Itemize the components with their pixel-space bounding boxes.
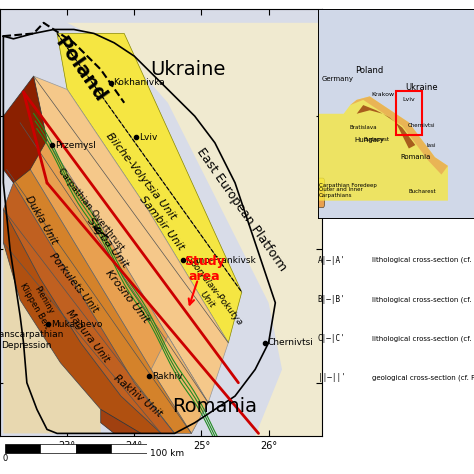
- Polygon shape: [67, 23, 322, 436]
- Text: Poland: Poland: [356, 66, 384, 75]
- Text: lithological cross-section (cf. Fig. 2): lithological cross-section (cf. Fig. 2): [373, 257, 474, 264]
- Polygon shape: [57, 34, 242, 343]
- Polygon shape: [3, 76, 47, 183]
- Text: Dukla Unit: Dukla Unit: [24, 194, 60, 246]
- Text: geological cross-section (cf. Fig. 2): geological cross-section (cf. Fig. 2): [373, 375, 474, 381]
- Text: Hungary: Hungary: [355, 137, 385, 143]
- Text: Ivano-Frankivsk: Ivano-Frankivsk: [185, 255, 256, 264]
- Text: Boryslaw-Pokutya
Unit: Boryslaw-Pokutya Unit: [179, 258, 244, 334]
- Text: Outer and Inner
Carpathians: Outer and Inner Carpathians: [319, 187, 363, 198]
- Text: lithological cross-section (cf. Fig. 4): lithological cross-section (cf. Fig. 4): [373, 336, 474, 342]
- Text: Chernivtsi: Chernivtsi: [268, 338, 314, 347]
- Text: Study
area: Study area: [184, 255, 225, 283]
- Text: Mukachevo: Mukachevo: [51, 319, 102, 328]
- Text: Bucharest: Bucharest: [408, 190, 436, 194]
- Text: Carpathian Foredeep: Carpathian Foredeep: [319, 183, 377, 188]
- Text: Poland: Poland: [51, 33, 110, 106]
- Text: Kokhanivka: Kokhanivka: [113, 78, 165, 87]
- Text: Germany: Germany: [321, 76, 353, 82]
- Text: Lviv: Lviv: [139, 133, 157, 142]
- FancyBboxPatch shape: [40, 444, 76, 453]
- Text: Skyba Unit: Skyba Unit: [85, 216, 130, 270]
- Text: Ukraine: Ukraine: [150, 60, 226, 79]
- Text: Sambir Unit: Sambir Unit: [137, 194, 185, 252]
- Polygon shape: [20, 123, 208, 433]
- Polygon shape: [7, 169, 191, 433]
- Text: Budapest: Budapest: [363, 137, 389, 142]
- Polygon shape: [34, 76, 228, 403]
- Text: Porkulets Unit: Porkulets Unit: [47, 251, 100, 315]
- Text: Romania: Romania: [400, 154, 430, 160]
- Polygon shape: [151, 336, 208, 433]
- Text: Iasi: Iasi: [427, 143, 437, 147]
- Polygon shape: [357, 105, 415, 148]
- Text: Romania: Romania: [173, 397, 257, 416]
- Text: ||—||': ||—||': [318, 374, 346, 383]
- FancyBboxPatch shape: [76, 444, 111, 453]
- Text: Carpathian Overthrust: Carpathian Overthrust: [56, 166, 126, 252]
- Text: Bratislava: Bratislava: [349, 125, 377, 130]
- Text: B|—|B': B|—|B': [318, 295, 346, 304]
- Text: lithological cross-section (cf. Fig. 3): lithological cross-section (cf. Fig. 3): [373, 296, 474, 303]
- Polygon shape: [337, 96, 448, 174]
- Polygon shape: [3, 183, 174, 433]
- Text: Bilche-Volytsia Unit: Bilche-Volytsia Unit: [104, 131, 178, 221]
- Text: Ukraine: Ukraine: [406, 83, 438, 92]
- Polygon shape: [100, 410, 161, 433]
- Polygon shape: [3, 243, 100, 433]
- FancyBboxPatch shape: [316, 178, 325, 195]
- Text: 0: 0: [2, 454, 8, 463]
- Text: Transcarpathian
Depression: Transcarpathian Depression: [0, 330, 63, 350]
- Text: Krosno Unit: Krosno Unit: [104, 268, 151, 325]
- Text: East European Platform: East European Platform: [194, 146, 289, 273]
- FancyBboxPatch shape: [316, 190, 325, 208]
- Text: Rakhiv: Rakhiv: [152, 372, 182, 381]
- Text: Chernivtsi: Chernivtsi: [408, 123, 436, 128]
- Polygon shape: [3, 210, 161, 433]
- Text: Pieniny
Klippen Belt: Pieniny Klippen Belt: [18, 276, 60, 330]
- Text: Lviv: Lviv: [402, 97, 415, 102]
- Text: Krakow: Krakow: [371, 92, 394, 97]
- Text: Przemysl: Przemysl: [55, 141, 96, 150]
- Text: A|—|A': A|—|A': [318, 256, 346, 264]
- Text: Rakhiv Unit: Rakhiv Unit: [111, 373, 164, 419]
- Text: 100 km: 100 km: [150, 449, 184, 458]
- Text: C|—|C': C|—|C': [318, 334, 346, 343]
- FancyBboxPatch shape: [111, 444, 147, 453]
- Polygon shape: [318, 96, 448, 201]
- Text: Magura Unit: Magura Unit: [64, 308, 111, 365]
- FancyBboxPatch shape: [5, 444, 40, 453]
